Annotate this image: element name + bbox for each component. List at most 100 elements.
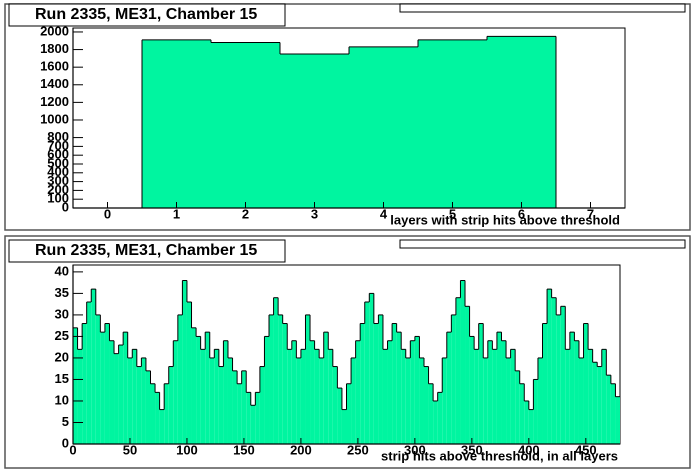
bar (382, 349, 388, 444)
bar (597, 366, 602, 444)
title-box (8, 3, 286, 27)
bar (565, 349, 570, 444)
bar (524, 400, 529, 444)
bar (465, 306, 470, 444)
bar (506, 357, 511, 444)
bar (578, 357, 584, 444)
bar (547, 289, 552, 444)
x-tick-label: 5 (449, 206, 456, 221)
bar (414, 336, 420, 444)
y-tick-label: 25 (55, 328, 69, 343)
bar (127, 357, 133, 444)
x-tick-label: 3 (311, 206, 318, 221)
bar (433, 400, 438, 444)
x-tick-label: 0 (69, 442, 76, 457)
bar (132, 349, 137, 444)
bar (533, 379, 538, 444)
bar (250, 405, 256, 444)
bar (592, 362, 598, 444)
bar (419, 357, 424, 444)
bar (319, 357, 324, 444)
bar (337, 388, 342, 444)
bar (515, 370, 520, 444)
bar (364, 302, 370, 444)
y-tick-label: 1800 (40, 41, 69, 56)
bar (474, 349, 479, 444)
y-tick-label: 400 (47, 164, 69, 179)
x-tick-label: 100 (176, 442, 198, 457)
bar (177, 314, 183, 444)
bar (556, 314, 561, 444)
bar (205, 332, 210, 444)
bar (150, 383, 156, 444)
y-tick-label: 20 (55, 349, 69, 364)
bar (227, 357, 233, 444)
bar (401, 349, 406, 444)
bar (280, 53, 349, 208)
x-axis-label: layers with strip hits above threshold (390, 212, 620, 227)
bar (341, 409, 347, 444)
bar (123, 332, 128, 444)
bar (588, 349, 593, 444)
bar (574, 340, 579, 444)
stats-box (399, 3, 686, 13)
bar (214, 349, 219, 444)
bar (483, 357, 488, 444)
bar (528, 409, 534, 444)
bar (287, 349, 292, 444)
bar (346, 383, 352, 444)
x-tick-label: 1 (173, 206, 180, 221)
bar (437, 392, 443, 444)
bar (428, 383, 434, 444)
bar (601, 349, 607, 444)
bar (155, 392, 160, 444)
title-box (8, 239, 286, 263)
bar (142, 39, 211, 208)
bar (387, 340, 393, 444)
x-tick-label: 50 (123, 442, 137, 457)
bar (323, 332, 329, 444)
y-tick-label: 500 (47, 155, 69, 170)
bar (569, 332, 575, 444)
bar (241, 370, 247, 444)
bar (104, 323, 110, 444)
bar (255, 392, 260, 444)
y-tick-label: 700 (47, 138, 69, 153)
bar (478, 323, 484, 444)
bar (173, 340, 178, 444)
bar (259, 366, 265, 444)
bar (332, 366, 338, 444)
x-tick-label: 6 (518, 206, 525, 221)
bar (145, 370, 151, 444)
bar (369, 293, 374, 444)
bar (82, 323, 87, 444)
bar (442, 357, 447, 444)
y-tick-label: 10 (55, 392, 69, 407)
y-tick-label: 100 (47, 191, 69, 206)
y-tick-label: 600 (47, 147, 69, 162)
bar (487, 340, 493, 444)
y-tick-label: 1200 (40, 94, 69, 109)
bar (136, 366, 142, 444)
bar (300, 349, 306, 444)
bar (237, 383, 242, 444)
bar (100, 332, 105, 444)
bar (77, 349, 83, 444)
bar (246, 392, 251, 444)
y-tick-label: 1400 (40, 76, 69, 91)
bar (615, 396, 620, 444)
bar (373, 323, 379, 444)
x-tick-label: 150 (233, 442, 255, 457)
x-tick-label: 450 (575, 442, 597, 457)
bar (392, 323, 397, 444)
bar (91, 289, 96, 444)
bar (305, 314, 311, 444)
bar (269, 314, 274, 444)
y-tick-label: 300 (47, 173, 69, 188)
bar (114, 353, 119, 444)
bar (191, 327, 197, 444)
x-tick-label: 4 (380, 206, 388, 221)
bar (396, 332, 402, 444)
bar (118, 345, 124, 444)
